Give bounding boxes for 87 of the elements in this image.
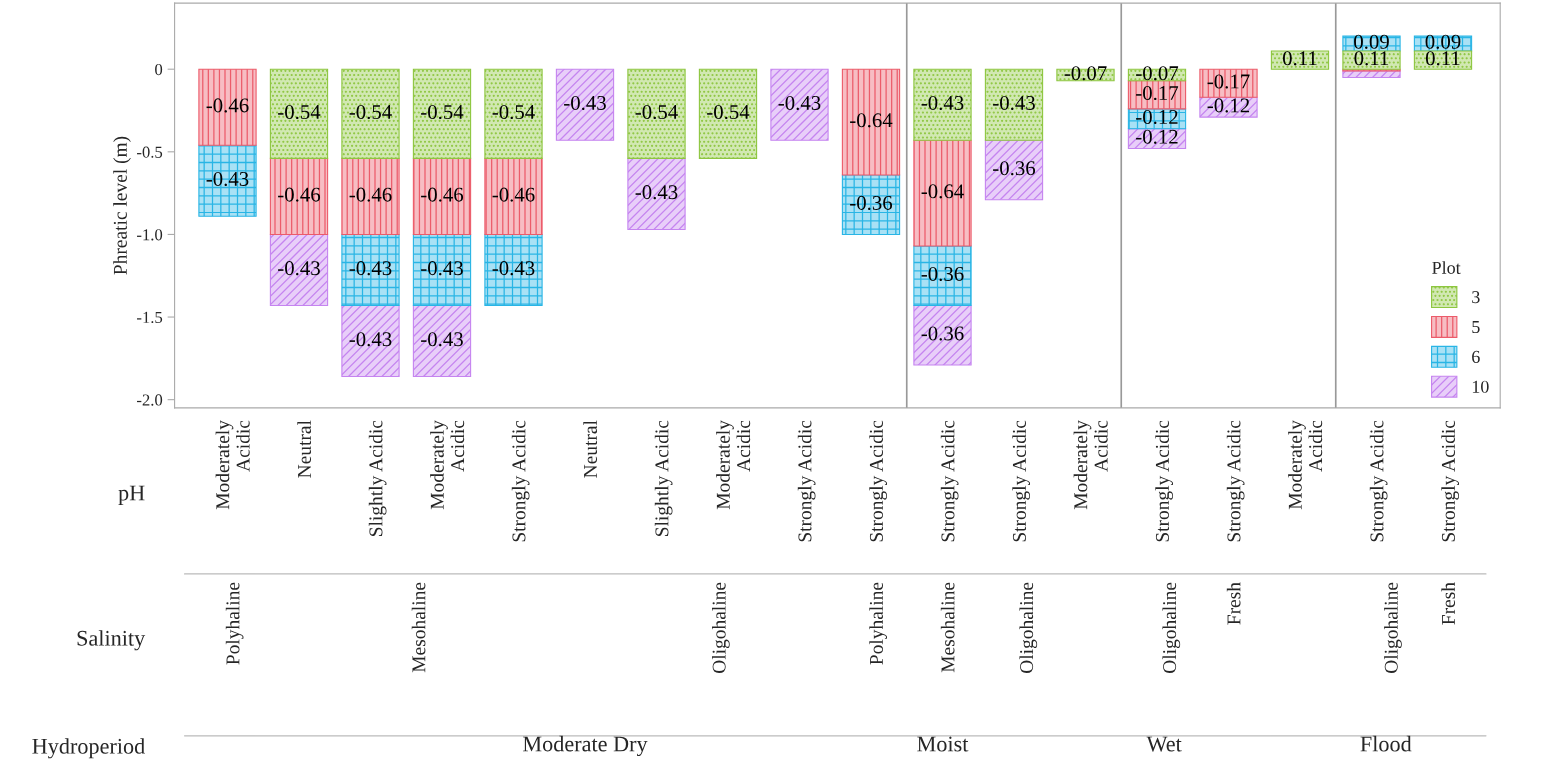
data-label: -0.12: [1136, 129, 1178, 144]
text: Oligohaline: [1019, 582, 1038, 673]
y-tick-label: -1.0: [137, 229, 163, 241]
text: Flood: [1360, 735, 1412, 752]
legend-title: Plot: [1432, 261, 1461, 274]
data-label: -0.43: [349, 332, 392, 347]
legend-label: 10: [1472, 380, 1489, 393]
data-label: 0.11: [1354, 51, 1389, 66]
data-label: -0.36: [993, 161, 1036, 176]
x-tick-label: Strongly Acidic: [511, 420, 530, 542]
data-label: -0.36: [921, 326, 964, 341]
x-tick-label: Neutral: [583, 420, 598, 478]
data-label: -0.54: [492, 104, 535, 120]
x-tick-label: Neutral: [297, 420, 312, 478]
text: Fresh: [1226, 582, 1241, 625]
x-tick-label: Strongly Acidic: [869, 420, 887, 542]
text: Fresh: [1441, 582, 1456, 625]
x-tick-label: Strongly Acidic: [1441, 420, 1459, 542]
data-label: -0.43: [635, 185, 678, 200]
legend-label: 5: [1472, 321, 1480, 334]
text: pH: [118, 485, 145, 506]
data-label: -0.64: [850, 113, 893, 128]
data-label: -0.43: [921, 95, 964, 111]
x-tick-label: Strongly Acidic: [1369, 420, 1388, 542]
data-label: -0.43: [278, 261, 320, 276]
data-label: -0.07: [1136, 66, 1179, 81]
x-tick-label: Slightly Acidic: [368, 420, 387, 536]
x-tick-label: Strongly Acidic: [1012, 420, 1030, 542]
data-label: -0.36: [921, 266, 964, 282]
data-label: -0.12: [1207, 98, 1250, 113]
x-tick-label: Moderately Acidic: [1073, 420, 1108, 510]
y-tick-label: 0: [155, 63, 163, 76]
text: Wet: [1146, 736, 1182, 752]
data-label: -0.54: [707, 104, 750, 120]
data-label: -0.43: [492, 261, 535, 276]
text: Mesohaline: [940, 582, 955, 673]
x-tick-label: Moderately Acidic: [1288, 420, 1323, 510]
data-label: 0.09: [1354, 34, 1389, 49]
y-tick-label: -0.5: [137, 146, 163, 158]
data-label: -0.43: [206, 171, 249, 187]
data-label: 0.11: [1282, 51, 1317, 66]
text: Polyhaline: [869, 582, 887, 665]
data-label: -0.54: [278, 104, 321, 120]
data-label: 0.11: [1425, 51, 1460, 66]
x-tick-label: Strongly Acidic: [797, 420, 816, 542]
data-label: 0.09: [1425, 34, 1461, 49]
text: Oligohaline: [1162, 582, 1181, 673]
data-label: -0.07: [1064, 66, 1107, 81]
y-tick-label: -1.5: [137, 311, 163, 324]
legend-label: 3: [1472, 291, 1480, 304]
data-label: -0.43: [778, 95, 821, 111]
text: Salinity: [77, 630, 146, 651]
data-label: -0.43: [349, 261, 392, 276]
data-label: -0.43: [564, 95, 606, 111]
data-label: -0.43: [421, 261, 463, 276]
x-tick-label: Moderately Acidic: [716, 420, 751, 510]
data-label: -0.54: [349, 104, 392, 120]
x-tick-label: Strongly Acidic: [940, 420, 959, 542]
data-label: -0.46: [206, 98, 249, 113]
x-tick-label: Moderately Acidic: [430, 420, 465, 510]
data-label: -0.46: [349, 187, 392, 202]
text: Hydroperiod: [32, 738, 145, 759]
data-label: -0.46: [421, 187, 464, 202]
x-tick-label: Moderately Acidic: [215, 420, 250, 510]
text: Oligohaline: [1384, 582, 1402, 673]
data-label: -0.43: [993, 95, 1035, 111]
text: Polyhaline: [225, 582, 244, 665]
text: Oligohaline: [712, 582, 730, 673]
text: Moist: [917, 736, 969, 752]
data-label: -0.64: [921, 184, 964, 199]
data-label: -0.36: [850, 195, 893, 210]
x-tick-label: Strongly Acidic: [1226, 420, 1245, 542]
x-tick-label: Slightly Acidic: [654, 420, 673, 536]
data-label: -0.17: [1207, 74, 1250, 89]
data-label: -0.17: [1136, 85, 1179, 101]
data-label: -0.46: [492, 187, 535, 202]
data-label: -0.54: [421, 104, 464, 120]
text: Mesohaline: [411, 582, 426, 673]
data-label: -0.46: [278, 187, 321, 202]
y-tick-label: -2.0: [137, 394, 163, 406]
text: Moderate Dry: [523, 735, 648, 757]
legend-label: 6: [1472, 350, 1480, 363]
data-label: -0.54: [635, 104, 678, 120]
y-axis-title: Phreatic level (m): [113, 136, 131, 275]
data-label: -0.12: [1136, 109, 1178, 125]
x-tick-label: Strongly Acidic: [1155, 420, 1173, 542]
data-label: -0.43: [421, 332, 463, 347]
